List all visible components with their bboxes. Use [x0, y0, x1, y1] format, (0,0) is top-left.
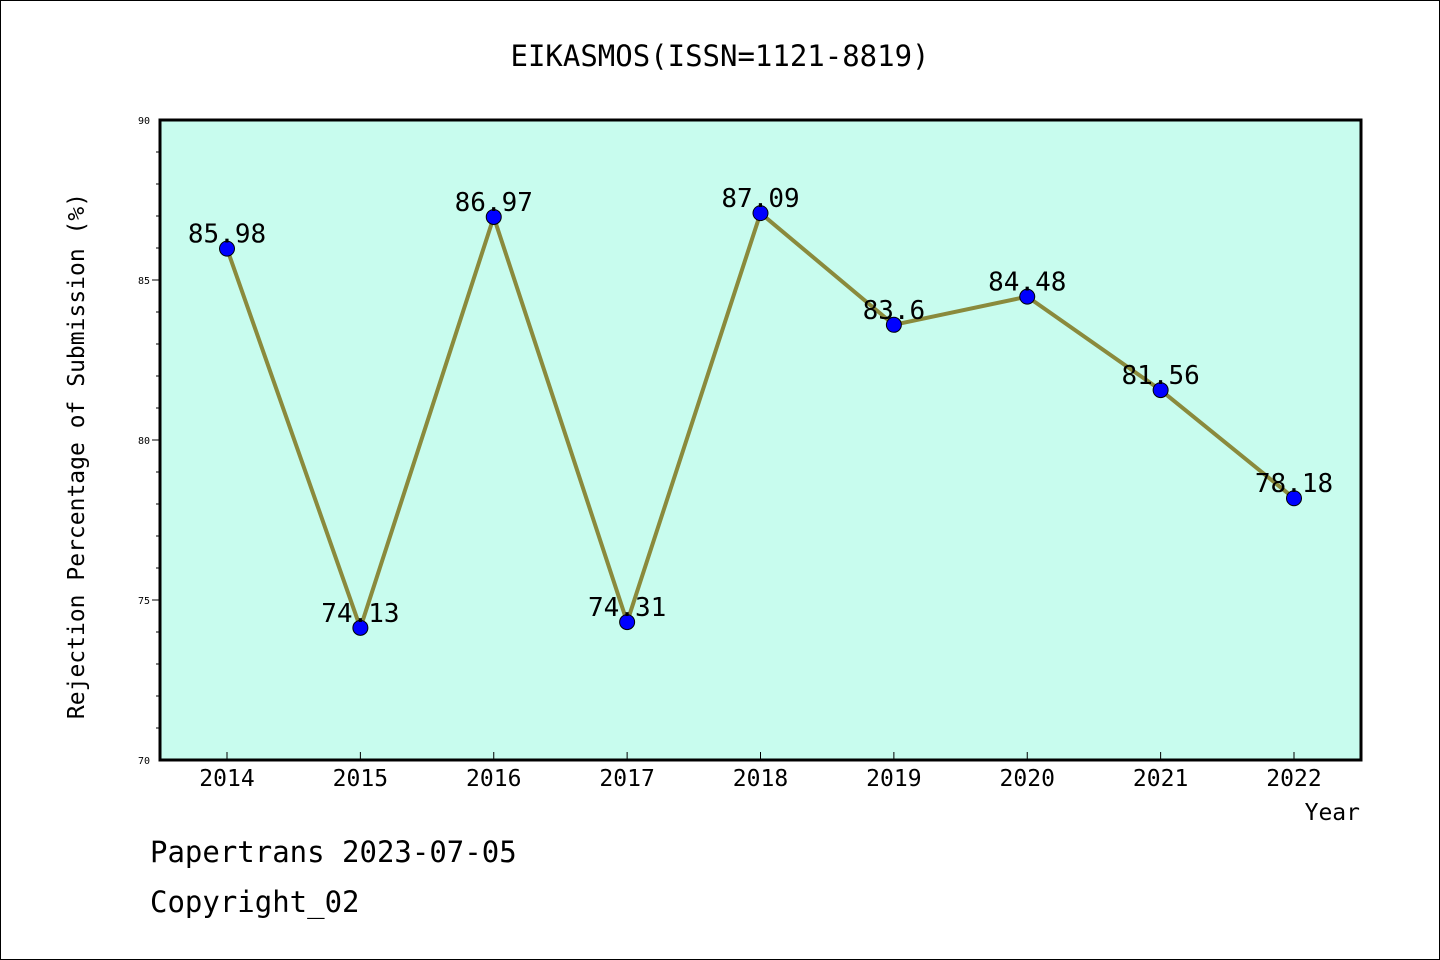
- plot-area: [158, 118, 1363, 762]
- data-label: 86.97: [455, 188, 533, 218]
- data-point: [352, 619, 369, 636]
- footer-copyright: Copyright_02: [150, 885, 360, 919]
- y-tick-label: 75: [138, 596, 150, 607]
- data-point: [485, 208, 502, 225]
- x-tick-label: 2017: [599, 766, 654, 792]
- y-axis-label: Rejection Percentage of Submission (%): [64, 193, 90, 719]
- data-label: 85.98: [188, 220, 266, 250]
- data-point: [219, 240, 235, 257]
- chart-title: EIKASMOS(ISSN=1121-8819): [510, 39, 929, 73]
- data-point: [1019, 288, 1036, 305]
- data-point: [1286, 490, 1302, 507]
- data-label: 78.18: [1255, 469, 1333, 499]
- x-axis-label: Year: [1305, 800, 1360, 826]
- x-tick-label: 2021: [1133, 766, 1188, 792]
- x-tick-label: 2018: [733, 766, 788, 792]
- x-tick-label: 2014: [199, 766, 254, 792]
- x-tick-label: 2022: [1266, 766, 1321, 792]
- data-labels: 85.98 74.13 86.97 74.31 87.09 83.6 84.48 81.56 7…: [188, 184, 1333, 629]
- data-point: [1152, 382, 1169, 399]
- data-label: 81.56: [1121, 361, 1199, 391]
- x-tick-label: 2020: [1000, 766, 1055, 792]
- x-tick-label: 2019: [866, 766, 921, 792]
- data-label: 74.13: [321, 599, 399, 629]
- data-label: 83.6: [863, 296, 926, 326]
- data-label: 87.09: [721, 184, 799, 214]
- data-point: [752, 205, 769, 222]
- y-tick-label: 85: [138, 276, 150, 287]
- data-label: 84.48: [988, 268, 1066, 298]
- x-tick-label: 2016: [466, 766, 521, 792]
- y-tick-label: 80: [138, 436, 150, 447]
- y-tick-label: 70: [138, 756, 150, 767]
- footer-date: Papertrans 2023-07-05: [150, 835, 517, 869]
- y-axis: 70 75 80 85 90: [138, 116, 160, 767]
- data-markers: [219, 205, 1302, 636]
- x-axis: 2014 2015 2016 2017 2018 2019 2020 2021 2022: [199, 752, 1322, 792]
- y-tick-label: 90: [138, 116, 150, 127]
- x-tick-label: 2015: [333, 766, 388, 792]
- data-point: [885, 316, 902, 333]
- data-point: [619, 614, 636, 631]
- data-label: 74.31: [588, 593, 666, 623]
